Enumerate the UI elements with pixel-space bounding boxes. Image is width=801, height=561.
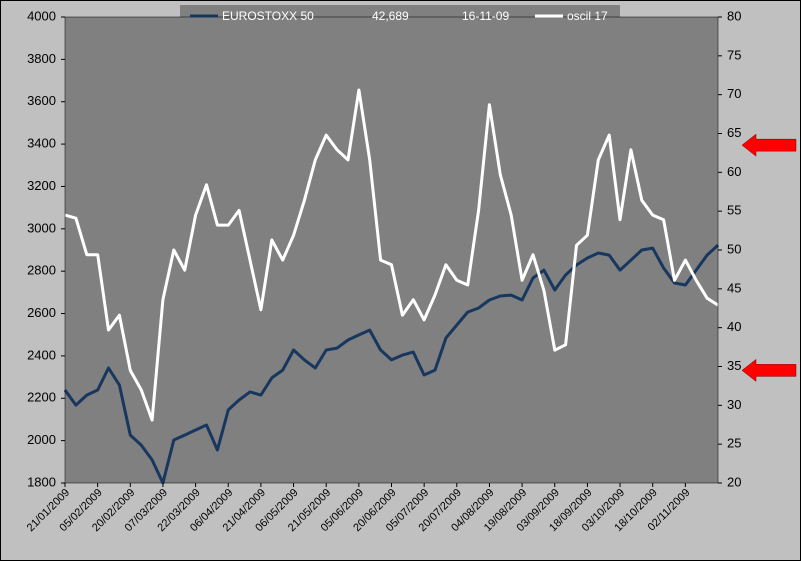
legend-info: 16-11-09 xyxy=(462,9,509,23)
y-tick-label: 1800 xyxy=(27,474,56,489)
y-tick-label: 4000 xyxy=(27,8,56,23)
y2-tick-label: 60 xyxy=(727,164,741,179)
y2-tick-label: 50 xyxy=(727,241,741,256)
y2-tick-label: 45 xyxy=(727,280,741,295)
y2-tick-label: 20 xyxy=(727,474,741,489)
legend-label: EUROSTOXX 50 xyxy=(222,9,314,23)
y-tick-label: 3200 xyxy=(27,178,56,193)
y-tick-label: 3000 xyxy=(27,220,56,235)
legend-box xyxy=(180,5,620,28)
legend-label: oscil 17 xyxy=(567,9,608,23)
y-tick-label: 2200 xyxy=(27,390,56,405)
y2-tick-label: 40 xyxy=(727,319,741,334)
y2-tick-label: 80 xyxy=(727,8,741,23)
y-tick-label: 3600 xyxy=(27,93,56,108)
y-tick-label: 2800 xyxy=(27,263,56,278)
y2-tick-label: 75 xyxy=(727,47,741,62)
y-tick-label: 2400 xyxy=(27,347,56,362)
y-tick-label: 2600 xyxy=(27,305,56,320)
y2-tick-label: 70 xyxy=(727,86,741,101)
plot-frame xyxy=(64,16,719,484)
arrow xyxy=(741,358,797,382)
y2-tick-label: 30 xyxy=(727,397,741,412)
y-tick-label: 3400 xyxy=(27,136,56,151)
y-tick-label: 3800 xyxy=(27,51,56,66)
y2-tick-label: 25 xyxy=(727,436,741,451)
y2-tick-label: 65 xyxy=(727,125,741,140)
data-line xyxy=(64,88,719,422)
y-tick-label: 2000 xyxy=(27,432,56,447)
data-line xyxy=(63,243,720,485)
y2-tick-label: 35 xyxy=(727,358,741,373)
arrow xyxy=(741,133,797,157)
plot-area xyxy=(65,17,718,483)
legend-info: 42,689 xyxy=(372,9,409,23)
y2-tick-label: 55 xyxy=(727,203,741,218)
